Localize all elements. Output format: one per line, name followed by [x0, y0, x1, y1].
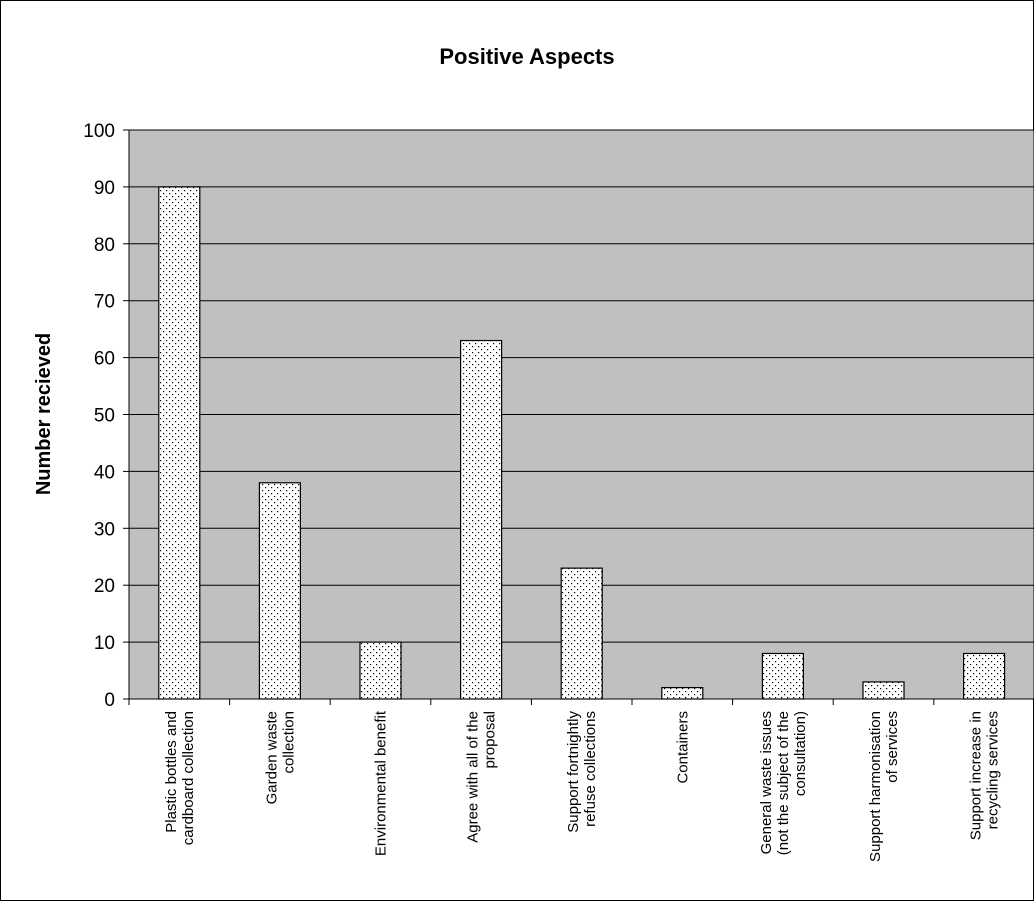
y-tick-label: 40 [94, 462, 115, 483]
x-tick-label: Plastic bottles andcardboard collection [163, 711, 197, 845]
y-tick-label: 80 [94, 235, 115, 256]
plot-area: 0 10 20 30 40 50 60 70 80 90 100 Plastic bottles an… [83, 121, 1034, 862]
x-tick-label: Support increase inrecycling services [968, 711, 1002, 840]
x-tick-label: Agree with all of theproposal [465, 711, 499, 843]
bar [761, 652, 805, 700]
y-axis-label: Number recieved [33, 333, 55, 495]
x-tick-label: Support fortnightlyrefuse collections [565, 711, 599, 833]
y-tick-label: 10 [94, 633, 115, 654]
y-tick-label: 70 [94, 292, 115, 313]
x-tick-label: Garden wastecollection [263, 711, 297, 804]
y-tick-label: 50 [94, 406, 115, 427]
bar [560, 567, 603, 700]
bar [258, 482, 301, 700]
bar [359, 641, 402, 700]
x-tick-label: Environmental benefit [373, 710, 390, 856]
y-tick-label: 30 [94, 519, 115, 540]
x-tick-label: Support harmonisationof services [867, 711, 901, 862]
x-tick-label: Containers [674, 711, 691, 784]
bar [158, 186, 201, 700]
chart-title: Positive Aspects [439, 44, 614, 69]
bar [862, 681, 905, 700]
y-tick-label: 100 [83, 121, 115, 142]
bar [962, 652, 1006, 700]
y-tick-label: 0 [104, 690, 115, 711]
y-tick-label: 90 [94, 178, 115, 199]
y-tick-label: 60 [94, 349, 115, 370]
y-tick-label: 20 [94, 576, 115, 597]
bar [460, 339, 503, 700]
x-tick-label: General waste issues(not the subject of … [758, 711, 809, 855]
bar [661, 687, 704, 700]
